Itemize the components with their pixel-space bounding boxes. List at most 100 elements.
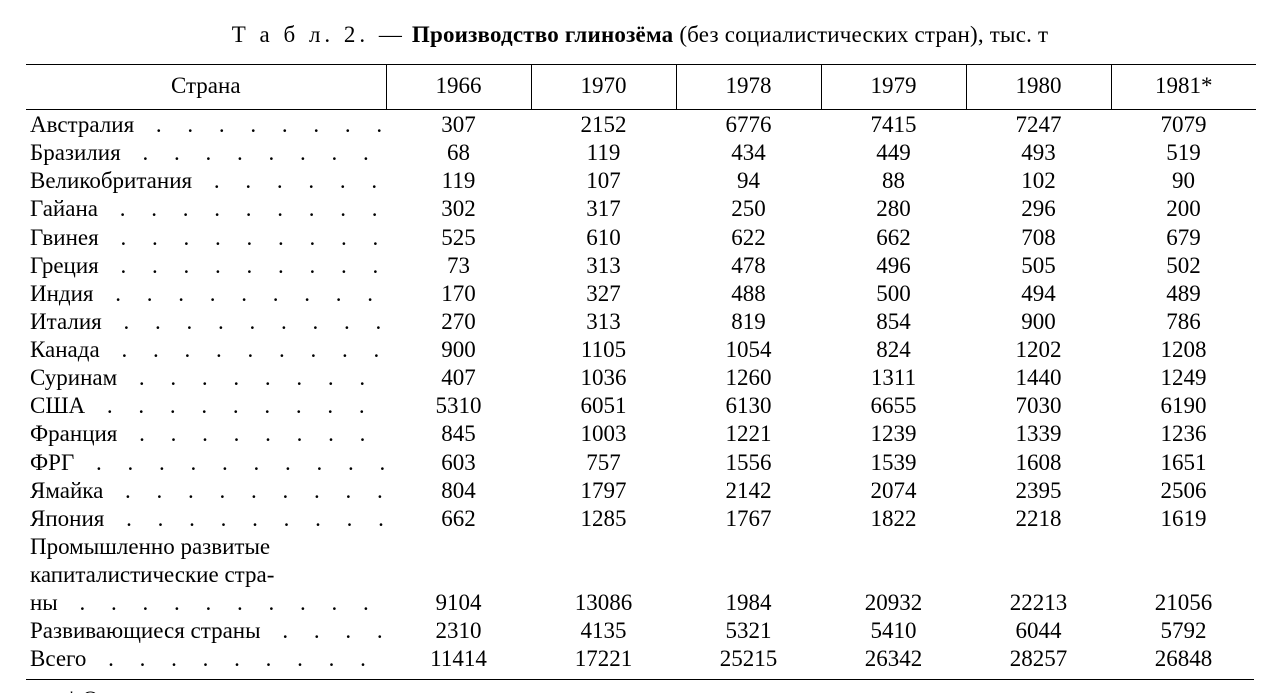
country-cell: Канада . . . . . . . . . . . . bbox=[26, 335, 386, 363]
dot-leader: . . . . . . . . . . . . . bbox=[74, 450, 386, 475]
dot-leader: . . . . . bbox=[261, 618, 386, 643]
table-cell: 26342 bbox=[821, 644, 966, 672]
country-label: Промышленно развитые bbox=[30, 534, 270, 559]
country-cell: ны . . . . . . . . . . . . . bbox=[26, 588, 386, 616]
table-cell: 494 bbox=[966, 279, 1111, 307]
country-label: ны bbox=[30, 590, 58, 615]
country-label: Бразилия bbox=[30, 140, 121, 165]
table-cell: 317 bbox=[531, 194, 676, 222]
table-cell bbox=[1111, 532, 1256, 560]
table-cell: 94 bbox=[676, 166, 821, 194]
table-row: Ямайка . . . . . . . . . . . .8041797214… bbox=[26, 476, 1256, 504]
country-cell: Италия . . . . . . . . . . . . bbox=[26, 307, 386, 335]
caption-suffix: (без социалистических стран), тыс. т bbox=[679, 22, 1048, 47]
country-label: Ямайка bbox=[30, 478, 103, 503]
table-cell: 170 bbox=[386, 279, 531, 307]
country-label: Австралия bbox=[30, 112, 134, 137]
dot-leader: . . . . . . . . . . . . bbox=[100, 337, 386, 362]
table-cell: 313 bbox=[531, 251, 676, 279]
table-cell: 5310 bbox=[386, 391, 531, 419]
country-cell: Австралия . . . . . . . . . . bbox=[26, 110, 386, 139]
country-cell: Гайана . . . . . . . . . . . . bbox=[26, 194, 386, 222]
table-cell: 1619 bbox=[1111, 504, 1256, 532]
table-cell: 407 bbox=[386, 363, 531, 391]
country-label: Гайана bbox=[30, 196, 98, 221]
table-cell: 26848 bbox=[1111, 644, 1256, 672]
table-cell: 7079 bbox=[1111, 110, 1256, 139]
table-cell: 6051 bbox=[531, 391, 676, 419]
table-row: капиталистические стра- bbox=[26, 560, 1256, 588]
table-cell bbox=[676, 560, 821, 588]
table-cell: 610 bbox=[531, 223, 676, 251]
table-cell: 434 bbox=[676, 138, 821, 166]
country-label: Великобритания bbox=[30, 168, 192, 193]
table-cell: 804 bbox=[386, 476, 531, 504]
table-cell: 307 bbox=[386, 110, 531, 139]
table-cell: 622 bbox=[676, 223, 821, 251]
table-row: Бразилия . . . . . . . . . . .6811943444… bbox=[26, 138, 1256, 166]
country-cell: Бразилия . . . . . . . . . . . bbox=[26, 138, 386, 166]
country-cell: США . . . . . . . . . . . . . bbox=[26, 391, 386, 419]
col-year-3: 1979 bbox=[821, 65, 966, 110]
table-cell: 313 bbox=[531, 307, 676, 335]
table-cell: 1054 bbox=[676, 335, 821, 363]
table-cell: 6655 bbox=[821, 391, 966, 419]
table-cell: 2074 bbox=[821, 476, 966, 504]
col-year-4: 1980 bbox=[966, 65, 1111, 110]
table-cell: 6044 bbox=[966, 616, 1111, 644]
dot-leader: . . . . . . . . . . . . bbox=[98, 196, 386, 221]
table-cell: 4135 bbox=[531, 616, 676, 644]
table-row: Промышленно развитые bbox=[26, 532, 1256, 560]
table-cell: 496 bbox=[821, 251, 966, 279]
caption-bold: Производство глинозёма bbox=[412, 22, 673, 47]
dot-leader: . . . . . . . . . . . . bbox=[104, 506, 386, 531]
table-row: США . . . . . . . . . . . . .53106051613… bbox=[26, 391, 1256, 419]
table-cell: 493 bbox=[966, 138, 1111, 166]
table-row: Всего . . . . . . . . . . . .11414172212… bbox=[26, 644, 1256, 672]
table-row: Гвинея . . . . . . . . . . . .5256106226… bbox=[26, 223, 1256, 251]
dot-leader: . . . . . . . . . . . . bbox=[86, 646, 386, 671]
table-cell: 28257 bbox=[966, 644, 1111, 672]
table-body: Австралия . . . . . . . . . .30721526776… bbox=[26, 110, 1256, 673]
table-cell: 2142 bbox=[676, 476, 821, 504]
table-cell: 25215 bbox=[676, 644, 821, 672]
table-cell: 6130 bbox=[676, 391, 821, 419]
country-cell: Франция . . . . . . . . . . . bbox=[26, 419, 386, 447]
table-cell: 1797 bbox=[531, 476, 676, 504]
table-row: Гайана . . . . . . . . . . . .3023172502… bbox=[26, 194, 1256, 222]
table-cell: 1003 bbox=[531, 419, 676, 447]
country-cell: Япония . . . . . . . . . . . . bbox=[26, 504, 386, 532]
table-cell: 854 bbox=[821, 307, 966, 335]
table-cell: 250 bbox=[676, 194, 821, 222]
table-cell: 1036 bbox=[531, 363, 676, 391]
country-cell: Суринам . . . . . . . . . . . bbox=[26, 363, 386, 391]
table-row: Канада . . . . . . . . . . . .9001105105… bbox=[26, 335, 1256, 363]
table-row: ны . . . . . . . . . . . . .910413086198… bbox=[26, 588, 1256, 616]
table-row: Италия . . . . . . . . . . . .2703138198… bbox=[26, 307, 1256, 335]
table-row: Развивающиеся страны . . . . .2310413553… bbox=[26, 616, 1256, 644]
table-cell: 1440 bbox=[966, 363, 1111, 391]
table-cell: 7415 bbox=[821, 110, 966, 139]
footnote: * Оценка. bbox=[26, 680, 1254, 693]
table-cell: 5410 bbox=[821, 616, 966, 644]
country-label: Франция bbox=[30, 421, 117, 446]
table-cell: 1556 bbox=[676, 448, 821, 476]
col-year-0: 1966 bbox=[386, 65, 531, 110]
table-row: Великобритания . . . . . . . .1191079488… bbox=[26, 166, 1256, 194]
table-cell: 1285 bbox=[531, 504, 676, 532]
country-label: капиталистические стра- bbox=[30, 562, 274, 587]
table-row: Суринам . . . . . . . . . . .40710361260… bbox=[26, 363, 1256, 391]
table-cell: 505 bbox=[966, 251, 1111, 279]
table-cell: 9104 bbox=[386, 588, 531, 616]
table-cell bbox=[1111, 560, 1256, 588]
dot-leader: . . . . . . . . . . . . . bbox=[85, 393, 386, 418]
table-cell bbox=[966, 532, 1111, 560]
table-cell: 1260 bbox=[676, 363, 821, 391]
country-label: Италия bbox=[30, 309, 102, 334]
table-cell: 1984 bbox=[676, 588, 821, 616]
caption-prefix: Т а б л. 2. — bbox=[232, 22, 406, 47]
table-cell: 6190 bbox=[1111, 391, 1256, 419]
col-year-2: 1978 bbox=[676, 65, 821, 110]
table-cell: 102 bbox=[966, 166, 1111, 194]
table-cell: 119 bbox=[531, 138, 676, 166]
